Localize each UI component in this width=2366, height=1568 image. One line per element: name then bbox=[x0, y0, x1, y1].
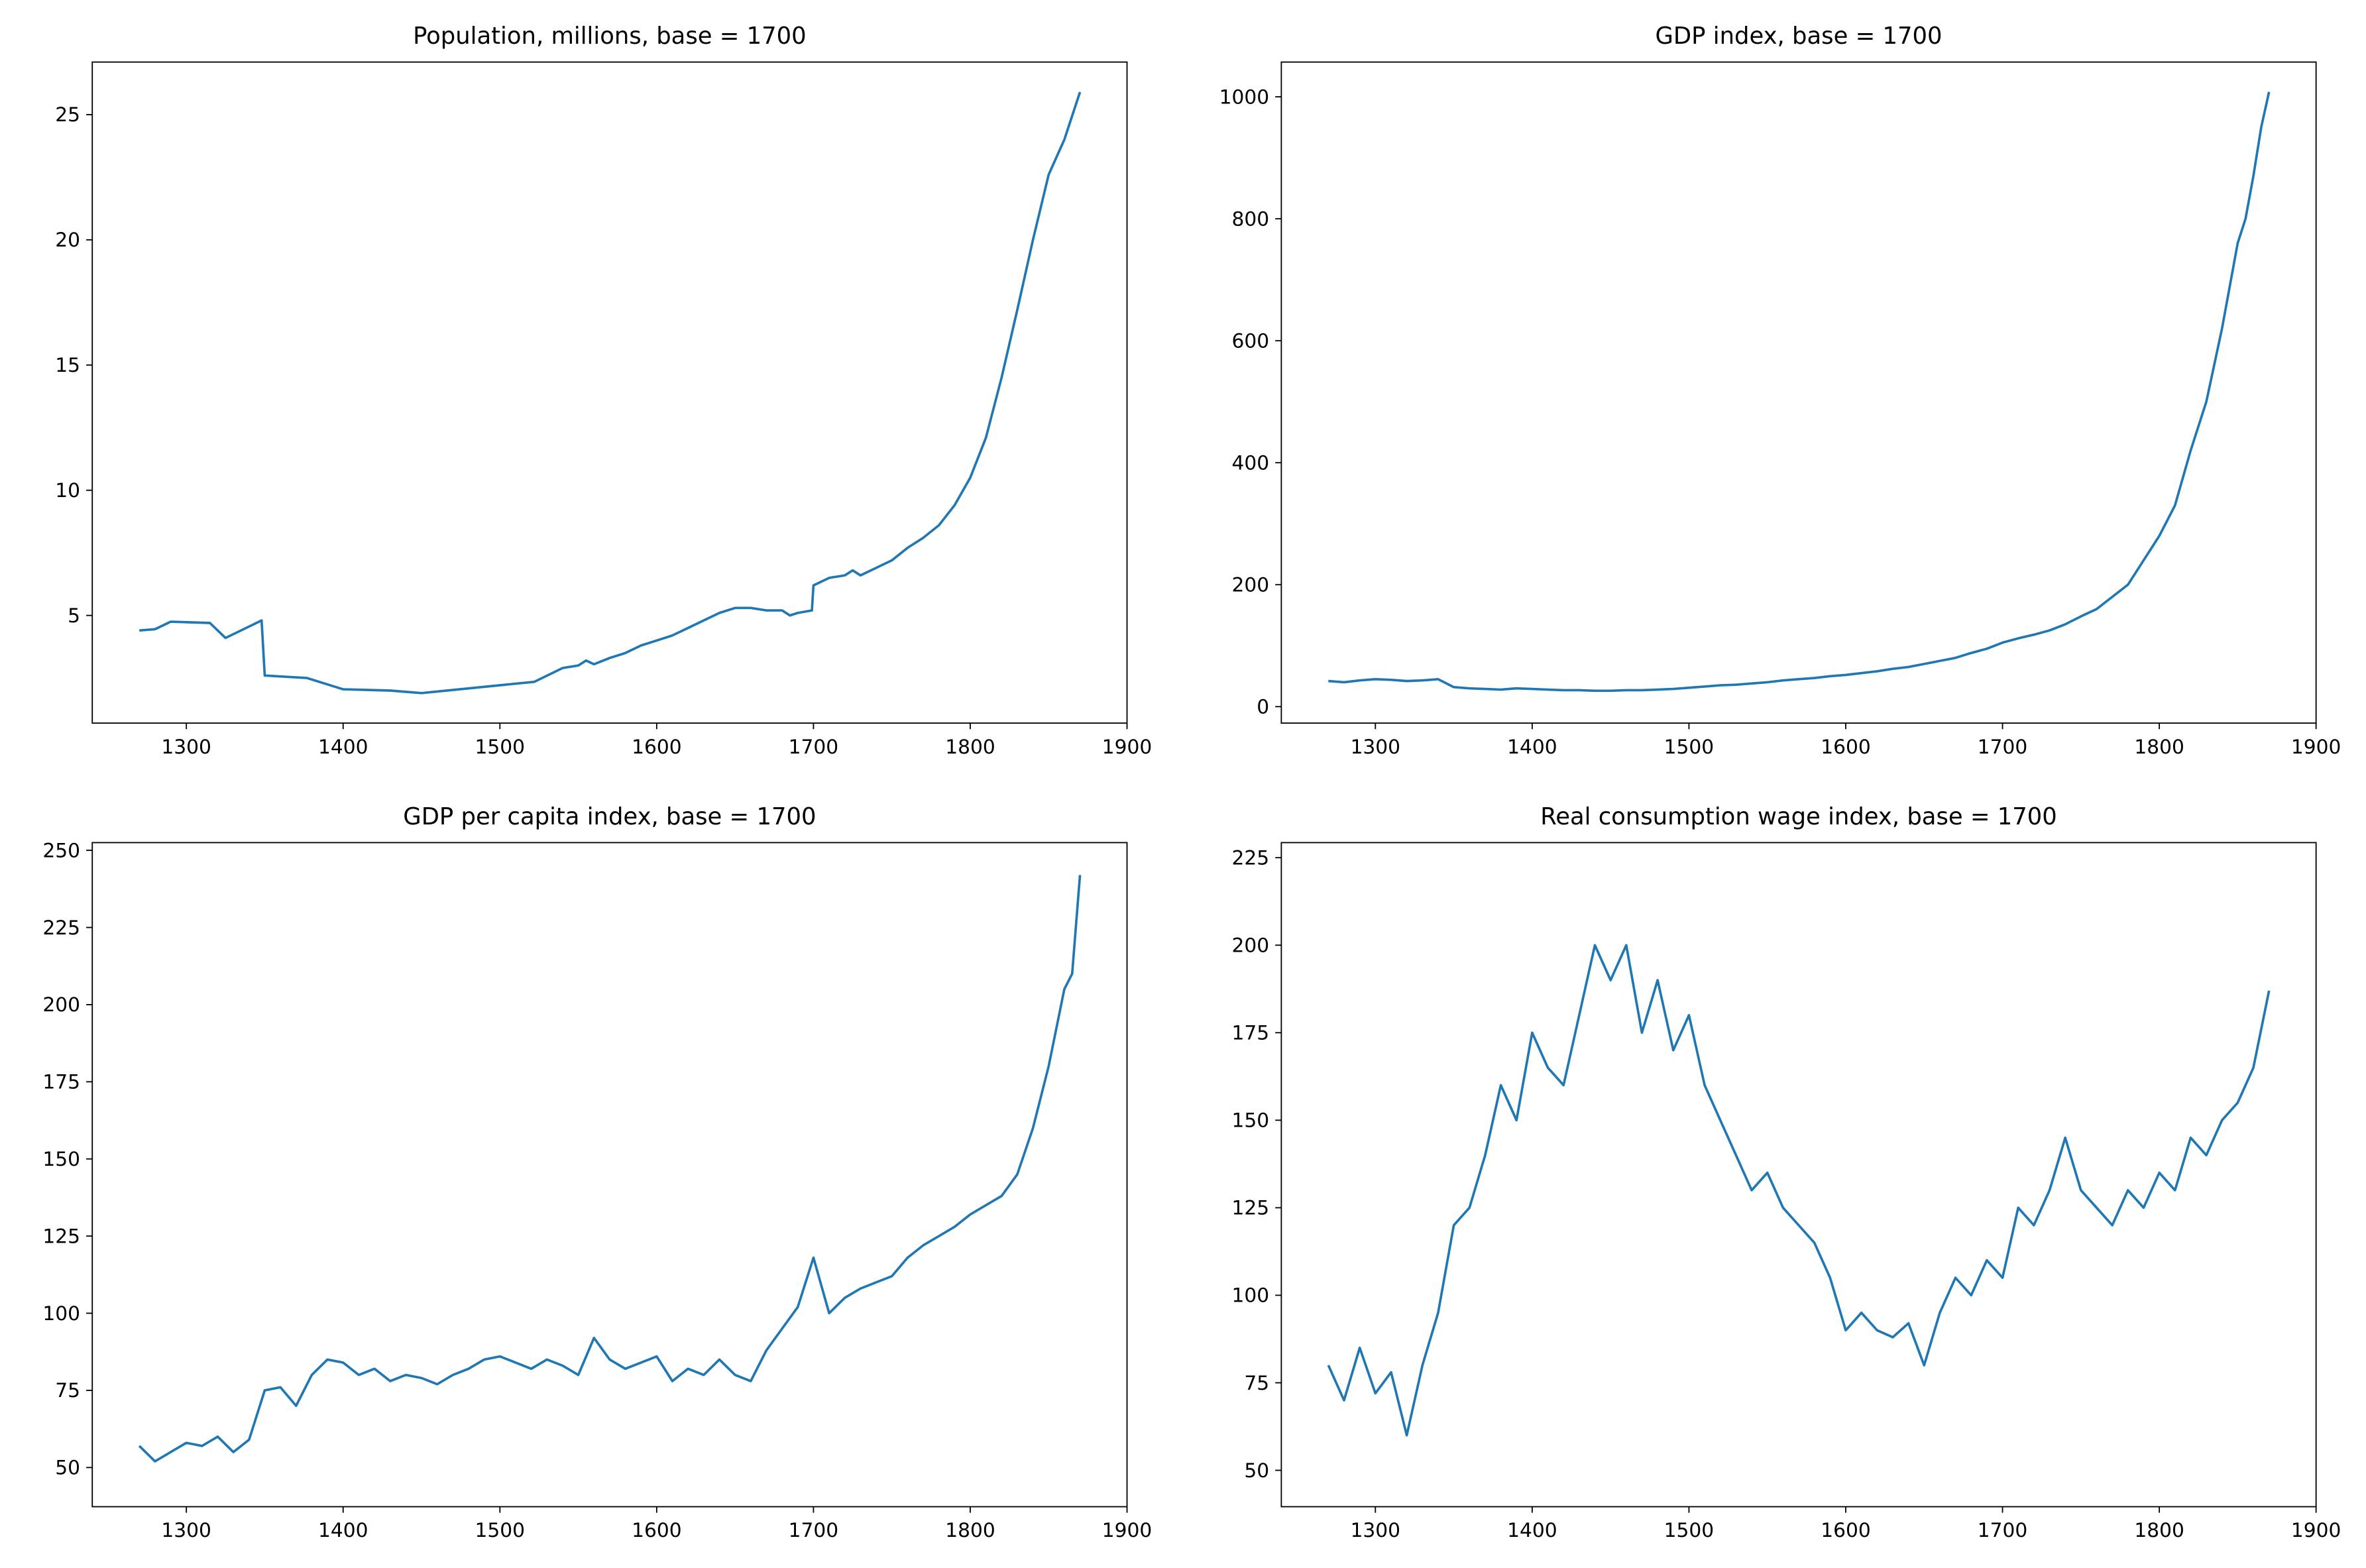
x-tick-label: 1700 bbox=[1978, 1518, 2027, 1541]
y-tick-label: 75 bbox=[55, 1378, 80, 1402]
x-tick-label: 1700 bbox=[789, 1518, 838, 1541]
x-tick-label: 1900 bbox=[1102, 1518, 1152, 1541]
y-tick-label: 125 bbox=[42, 1224, 80, 1247]
x-tick-label: 1900 bbox=[2291, 735, 2341, 758]
x-tick-label: 1800 bbox=[2134, 1518, 2184, 1541]
axes-frame bbox=[91, 61, 1128, 724]
y-tick-label: 600 bbox=[1231, 329, 1269, 352]
x-tick-label: 1700 bbox=[789, 735, 838, 758]
x-tick-label: 1300 bbox=[1351, 735, 1400, 758]
x-tick-label: 1400 bbox=[318, 1518, 368, 1541]
y-tick-label: 0 bbox=[1257, 695, 1269, 718]
x-tick-label: 1600 bbox=[1821, 1518, 1870, 1541]
x-tick-label: 1900 bbox=[1102, 735, 1152, 758]
y-tick-label: 100 bbox=[1231, 1284, 1269, 1307]
data-line bbox=[1327, 944, 2271, 1437]
y-tick-label: 250 bbox=[42, 838, 80, 862]
axes-frame bbox=[1280, 61, 2317, 724]
x-tick-label: 1800 bbox=[945, 1518, 995, 1541]
axes-frame bbox=[91, 842, 1128, 1508]
x-tick-label: 1700 bbox=[1978, 735, 2027, 758]
y-tick-label: 225 bbox=[42, 916, 80, 939]
y-tick-label: 800 bbox=[1231, 207, 1269, 230]
x-tick-label: 1500 bbox=[1664, 735, 1714, 758]
y-tick-label: 1000 bbox=[1219, 85, 1269, 108]
x-tick-label: 1300 bbox=[161, 1518, 211, 1541]
x-tick-label: 1400 bbox=[1507, 735, 1557, 758]
y-tick-label: 400 bbox=[1231, 451, 1269, 474]
x-tick-label: 1500 bbox=[1664, 1518, 1714, 1541]
y-tick-label: 200 bbox=[1231, 933, 1269, 956]
chart-title: Real consumption wage index, base = 1700 bbox=[1540, 803, 2057, 830]
y-tick-label: 125 bbox=[1231, 1196, 1269, 1219]
x-tick-label: 1500 bbox=[475, 1518, 525, 1541]
x-tick-label: 1800 bbox=[2134, 735, 2184, 758]
x-tick-label: 1400 bbox=[1507, 1518, 1557, 1541]
y-tick-label: 75 bbox=[1244, 1371, 1269, 1394]
data-line bbox=[138, 875, 1082, 1463]
y-tick-label: 15 bbox=[55, 353, 80, 376]
y-tick-label: 150 bbox=[1231, 1109, 1269, 1132]
y-tick-label: 50 bbox=[1244, 1459, 1269, 1482]
x-tick-label: 1300 bbox=[161, 735, 211, 758]
y-tick-label: 225 bbox=[1231, 846, 1269, 869]
x-tick-label: 1600 bbox=[632, 735, 681, 758]
x-tick-label: 1500 bbox=[475, 735, 525, 758]
y-tick-label: 200 bbox=[42, 993, 80, 1016]
chart-title: Population, millions, base = 1700 bbox=[413, 23, 807, 50]
y-tick-label: 100 bbox=[42, 1302, 80, 1325]
x-tick-label: 1400 bbox=[318, 735, 368, 758]
x-tick-label: 1600 bbox=[1821, 735, 1870, 758]
chart-title: GDP per capita index, base = 1700 bbox=[403, 803, 816, 830]
data-line bbox=[1328, 91, 2271, 693]
y-tick-label: 25 bbox=[55, 103, 80, 126]
y-tick-label: 175 bbox=[1231, 1021, 1269, 1044]
y-tick-label: 200 bbox=[1231, 573, 1269, 596]
x-tick-label: 1800 bbox=[945, 735, 995, 758]
x-tick-label: 1600 bbox=[632, 1518, 681, 1541]
axes-frame bbox=[1280, 842, 2317, 1508]
data-line bbox=[139, 91, 1082, 695]
x-tick-label: 1300 bbox=[1351, 1518, 1400, 1541]
y-tick-label: 5 bbox=[68, 604, 80, 627]
y-tick-label: 20 bbox=[55, 228, 80, 251]
y-tick-label: 10 bbox=[55, 478, 80, 502]
y-tick-label: 50 bbox=[55, 1456, 80, 1479]
chart-title: GDP index, base = 1700 bbox=[1656, 23, 1943, 50]
x-tick-label: 1900 bbox=[2291, 1518, 2341, 1541]
y-tick-label: 175 bbox=[42, 1070, 80, 1093]
y-tick-label: 150 bbox=[42, 1147, 80, 1170]
